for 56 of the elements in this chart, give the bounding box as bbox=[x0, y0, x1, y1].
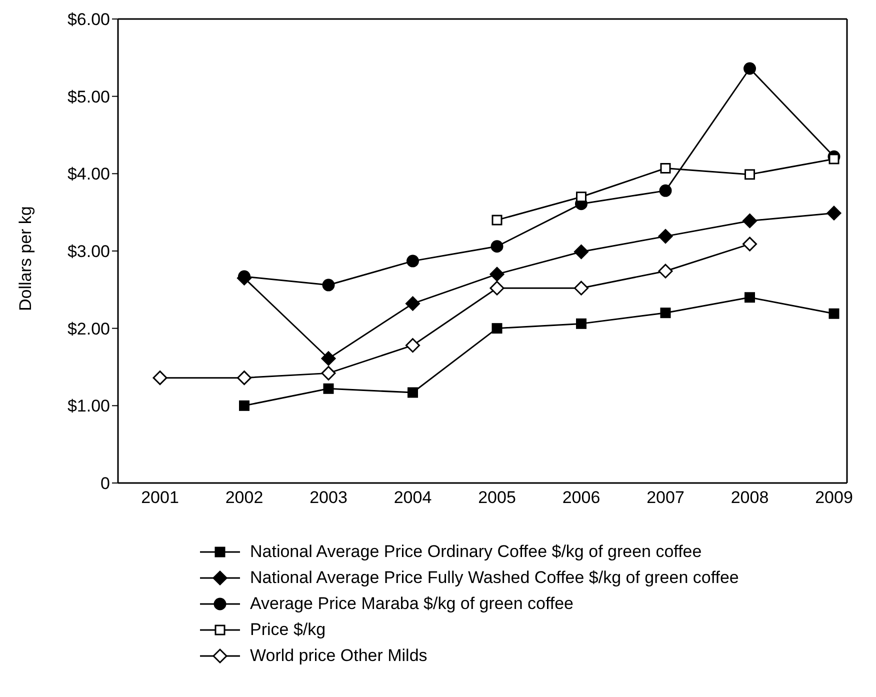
x-tick-label: 2009 bbox=[815, 488, 853, 508]
point bbox=[744, 292, 755, 303]
x-tick-label: 2006 bbox=[562, 488, 600, 508]
point bbox=[828, 154, 840, 164]
point bbox=[744, 62, 756, 75]
point bbox=[237, 370, 252, 386]
point bbox=[406, 254, 419, 268]
legend-label: Average Price Maraba $/kg of green coffee bbox=[250, 594, 574, 614]
legend-label: Price $/kg bbox=[250, 620, 326, 640]
x-tick-label: 2008 bbox=[730, 488, 769, 508]
legend-label: National Average Price Fully Washed Coffee $/kg of green coffee bbox=[250, 568, 739, 588]
point bbox=[239, 400, 250, 411]
y-axis-title: Dollars per kg bbox=[16, 206, 36, 311]
point bbox=[660, 163, 671, 174]
point bbox=[238, 270, 250, 283]
point bbox=[574, 244, 588, 260]
y-tick-label: $6.00 bbox=[67, 10, 110, 30]
y-tick-label: 0 bbox=[100, 474, 110, 494]
point bbox=[574, 280, 588, 296]
x-tick-label: 2005 bbox=[478, 488, 516, 508]
x-tick-label: 2007 bbox=[646, 488, 684, 508]
x-tick-label: 2001 bbox=[141, 488, 179, 508]
point bbox=[660, 308, 671, 318]
legend-label: National Average Price Ordinary Coffee $/kg of green coffee bbox=[250, 542, 702, 562]
point bbox=[492, 214, 502, 226]
point bbox=[406, 338, 420, 353]
point bbox=[659, 184, 672, 197]
y-tick-label: $2.00 bbox=[67, 319, 110, 338]
point bbox=[576, 192, 586, 202]
point bbox=[322, 278, 335, 292]
legend-label: World price Other Milds bbox=[250, 646, 428, 666]
x-tick-label: 2003 bbox=[310, 488, 348, 508]
point bbox=[152, 370, 168, 386]
point bbox=[658, 229, 673, 244]
point bbox=[321, 351, 336, 366]
point bbox=[744, 169, 755, 180]
point bbox=[576, 318, 586, 329]
point bbox=[658, 264, 673, 278]
y-tick-label: $4.00 bbox=[67, 164, 110, 184]
point bbox=[490, 266, 504, 282]
point bbox=[742, 214, 757, 228]
y-tick-label: $3.00 bbox=[67, 242, 110, 262]
point bbox=[828, 308, 840, 319]
point bbox=[826, 206, 842, 220]
y-tick-label: $1.00 bbox=[67, 396, 110, 416]
point bbox=[492, 323, 502, 334]
point bbox=[490, 280, 504, 296]
point bbox=[742, 236, 757, 252]
point bbox=[321, 366, 336, 380]
point bbox=[406, 296, 420, 311]
x-tick-label: 2002 bbox=[225, 488, 264, 508]
point bbox=[408, 387, 418, 398]
x-tick-label: 2004 bbox=[394, 488, 432, 508]
point bbox=[490, 240, 504, 253]
y-tick-label: $5.00 bbox=[67, 87, 110, 106]
point bbox=[323, 383, 334, 394]
